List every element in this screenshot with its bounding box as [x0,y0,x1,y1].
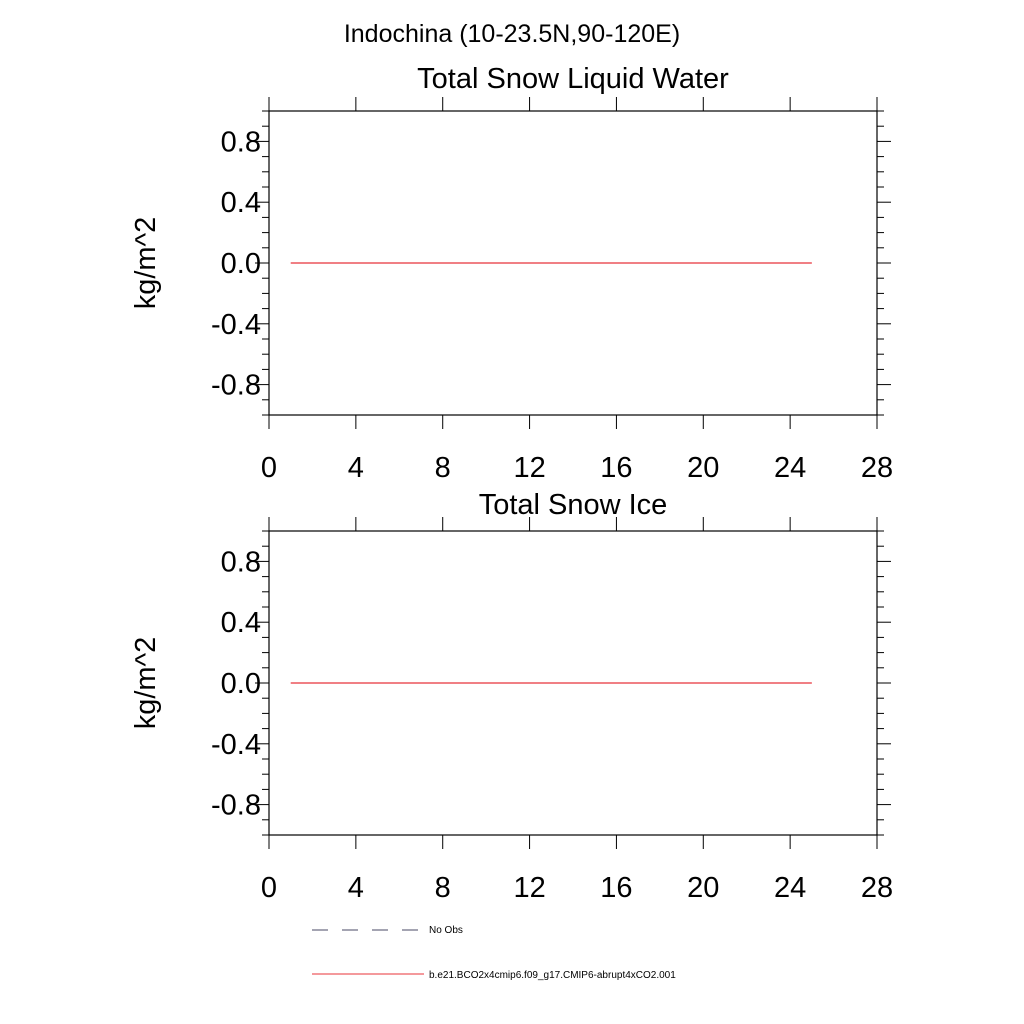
y-tick-label: 0.8 [221,546,261,578]
axis-ticks [255,517,891,849]
legend-label-model-run: b.e21.BCO2x4cmip6.f09_g17.CMIP6-abrupt4x… [429,970,676,981]
y-tick-label: 0.8 [221,126,261,158]
x-tick-label: 4 [348,872,364,904]
x-tick-label: 0 [261,872,277,904]
panel-total-snow-ice: Total Snow Ice kg/m^2 0 4 8 12 16 20 24 28 0.8 0.… [130,489,893,904]
x-tick-label: 16 [600,872,632,904]
axis-ticks [255,97,891,429]
legend: No Obs b.e21.BCO2x4cmip6.f09_g17.CMIP6-a… [312,925,676,981]
y-tick-label: -0.8 [211,790,261,822]
y-tick-label: -0.4 [211,729,261,761]
x-tick-label: 4 [348,452,364,484]
x-tick-label: 0 [261,452,277,484]
legend-label-no-obs: No Obs [429,925,463,936]
panel-title: Total Snow Liquid Water [417,63,729,95]
y-axis-label: kg/m^2 [130,637,162,730]
x-tick-label: 20 [687,872,719,904]
panel-title: Total Snow Ice [479,489,668,521]
x-tick-label: 8 [435,872,451,904]
y-tick-label: 0.4 [221,187,261,219]
x-tick-label: 28 [861,872,893,904]
panel-total-snow-liquid-water: Total Snow Liquid Water kg/m^2 0 4 8 12 16 20… [130,63,893,484]
y-tick-label: -0.8 [211,370,261,402]
tick-labels: 0 4 8 12 16 20 24 28 0.8 0.4 0.0 -0.4 -0.8 [211,126,893,484]
x-tick-label: 24 [774,872,806,904]
x-tick-label: 24 [774,452,806,484]
y-tick-label: 0.0 [221,668,261,700]
y-tick-label: 0.0 [221,248,261,280]
x-tick-label: 12 [513,872,545,904]
y-tick-label: -0.4 [211,309,261,341]
x-tick-label: 16 [600,452,632,484]
figure-suptitle: Indochina (10-23.5N,90-120E) [344,20,680,48]
y-tick-label: 0.4 [221,607,261,639]
x-tick-label: 12 [513,452,545,484]
x-tick-label: 20 [687,452,719,484]
tick-labels: 0 4 8 12 16 20 24 28 0.8 0.4 0.0 -0.4 -0.8 [211,546,893,904]
y-axis-label: kg/m^2 [130,217,162,310]
x-tick-label: 8 [435,452,451,484]
x-tick-label: 28 [861,452,893,484]
